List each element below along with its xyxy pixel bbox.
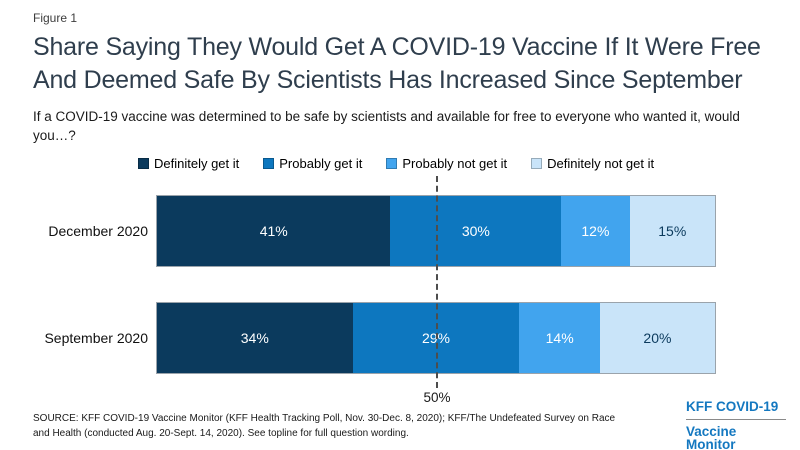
figure-label: Figure 1 xyxy=(33,11,78,25)
legend-label: Definitely not get it xyxy=(547,156,655,171)
fifty-percent-reference-line xyxy=(436,176,438,388)
bar-segment-definitely-not-get-it: 20% xyxy=(599,303,715,373)
legend-swatch-icon xyxy=(263,158,275,169)
bar-segment-definitely-get-it: 34% xyxy=(157,303,353,373)
legend-item-2: Probably get it xyxy=(263,156,362,171)
source-note: SOURCE: KFF COVID-19 Vaccine Monitor (KF… xyxy=(33,413,616,439)
logo-line-1: KFF COVID-19 xyxy=(686,400,786,420)
stacked-bar: 41% 30% 12% 15% xyxy=(156,195,716,267)
bar-segment-definitely-not-get-it: 15% xyxy=(629,196,715,266)
chart-title: Share Saying They Would Get A COVID-19 V… xyxy=(33,33,761,95)
logo-line-2: Vaccine Monitor xyxy=(686,423,737,450)
bar-segment-probably-not-get-it: 14% xyxy=(519,303,600,373)
chart-subtitle: If a COVID-19 vaccine was determined to … xyxy=(33,109,740,143)
bar-segment-definitely-get-it: 41% xyxy=(157,196,391,266)
legend-swatch-icon xyxy=(138,158,149,169)
legend-item-3: Probably not get it xyxy=(386,156,507,171)
bar-segment-probably-not-get-it: 12% xyxy=(561,196,630,266)
legend-item-4: Definitely not get it xyxy=(531,156,654,171)
fifty-percent-label: 50% xyxy=(423,390,451,405)
row-label: September 2020 xyxy=(44,330,148,346)
chart-row-september-2020: September 2020 34% 29% 14% 20% xyxy=(0,302,800,374)
bar-segment-probably-get-it: 30% xyxy=(390,196,562,266)
legend-swatch-icon xyxy=(531,158,543,169)
legend-swatch-icon xyxy=(386,158,398,169)
stacked-bar: 34% 29% 14% 20% xyxy=(156,302,716,374)
legend-label: Probably not get it xyxy=(402,156,508,171)
row-label: December 2020 xyxy=(48,223,148,239)
legend-label: Definitely get it xyxy=(154,156,240,171)
legend-label: Probably get it xyxy=(279,156,363,171)
kff-vaccine-monitor-logo: KFF COVID-19 Vaccine Monitor xyxy=(686,400,786,450)
chart-rows: December 2020 41% 30% 12% 15% September 2020 3… xyxy=(0,195,800,409)
chart-row-december-2020: December 2020 41% 30% 12% 15% xyxy=(0,195,800,267)
legend-item-1: Definitely get it xyxy=(138,156,239,171)
legend: Definitely get it Probably get it Probably… xyxy=(138,156,654,171)
bar-segment-probably-get-it: 29% xyxy=(352,303,520,373)
